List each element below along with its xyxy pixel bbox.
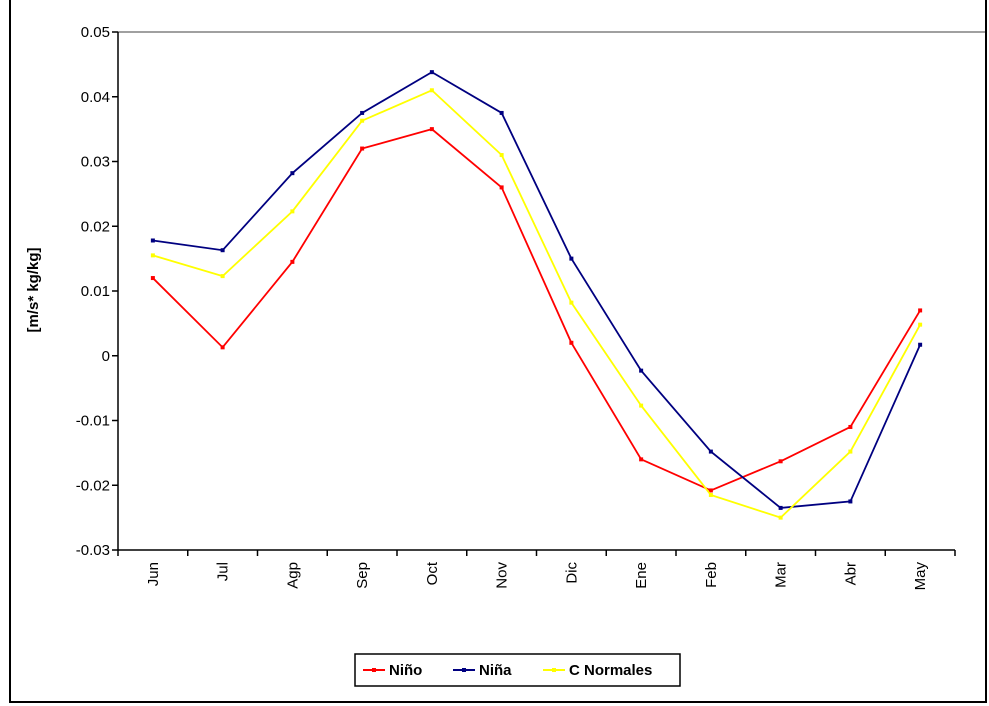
series-line	[152, 71, 921, 509]
data-point	[778, 505, 783, 510]
data-point	[918, 308, 923, 313]
x-tick-label: Agp	[284, 562, 301, 589]
data-point	[429, 70, 434, 75]
y-tick-label: 0	[102, 348, 110, 365]
legend-marker	[552, 668, 556, 672]
data-point	[360, 146, 365, 151]
x-tick-label: Jun	[145, 562, 162, 586]
data-point	[848, 449, 853, 454]
x-axis: Jun Jul Agp Sep Oct Nov Dic Ene Feb Mar Abr May	[117, 549, 956, 591]
data-point	[150, 276, 155, 281]
data-point	[848, 499, 853, 504]
data-point	[290, 209, 295, 214]
data-point	[220, 274, 225, 279]
legend-box	[354, 653, 681, 687]
x-tick-label: Sep	[354, 562, 371, 589]
data-point	[499, 153, 504, 158]
data-point	[150, 238, 155, 243]
legend-label: Niño	[389, 662, 422, 679]
x-tick-label: Ene	[633, 562, 650, 589]
data-point	[499, 185, 504, 190]
data-point	[499, 110, 504, 115]
y-tick-label: -0.01	[76, 413, 110, 430]
data-point	[290, 259, 295, 264]
data-point	[290, 171, 295, 176]
data-point	[569, 256, 574, 261]
y-axis-title: [m/s* kg/kg]	[25, 247, 42, 332]
data-point	[708, 449, 713, 454]
x-tick-label: Jul	[215, 562, 232, 581]
data-point	[708, 488, 713, 493]
data-point	[569, 300, 574, 305]
data-point	[429, 88, 434, 93]
y-tick-label: 0.01	[81, 283, 110, 300]
data-point	[708, 492, 713, 497]
x-tick-label: Nov	[494, 562, 511, 589]
data-point	[569, 340, 574, 345]
series-lines	[150, 70, 923, 520]
y-tick-label: 0.03	[81, 154, 110, 171]
data-point	[639, 403, 644, 408]
y-tick-label: 0.04	[81, 89, 110, 106]
x-tick-label: Oct	[424, 561, 441, 585]
legend: Niño Niña C Normales	[354, 653, 681, 687]
y-tick-label: 0.05	[81, 24, 110, 41]
data-point	[360, 110, 365, 115]
x-tick-label: Dic	[563, 562, 580, 584]
series-line	[152, 128, 921, 492]
y-tick-label: 0.02	[81, 218, 110, 235]
legend-marker	[372, 668, 376, 672]
x-tick-label: May	[912, 562, 929, 591]
data-point	[918, 342, 923, 347]
legend-label: Niña	[479, 662, 512, 679]
data-point	[639, 368, 644, 373]
x-tick-label: Mar	[773, 562, 790, 588]
data-point	[848, 424, 853, 429]
x-tick-label: Abr	[842, 562, 859, 585]
y-axis: 0.05 0.04 0.03 0.02 0.01 0 -0.01 -0.02 -0.03	[76, 24, 985, 559]
data-point	[639, 457, 644, 462]
y-tick-label: -0.02	[76, 477, 110, 494]
data-point	[220, 345, 225, 350]
data-point	[220, 248, 225, 253]
data-point	[778, 459, 783, 464]
y-tick-label: -0.03	[76, 542, 110, 559]
data-point	[150, 253, 155, 258]
data-point	[778, 515, 783, 520]
x-tick-label: Feb	[703, 562, 720, 588]
legend-label: C Normales	[569, 662, 652, 679]
legend-marker	[462, 668, 466, 672]
series-line	[152, 89, 921, 519]
chart-frame	[9, 0, 987, 703]
data-point	[918, 322, 923, 327]
data-point	[360, 118, 365, 123]
data-point	[429, 127, 434, 132]
